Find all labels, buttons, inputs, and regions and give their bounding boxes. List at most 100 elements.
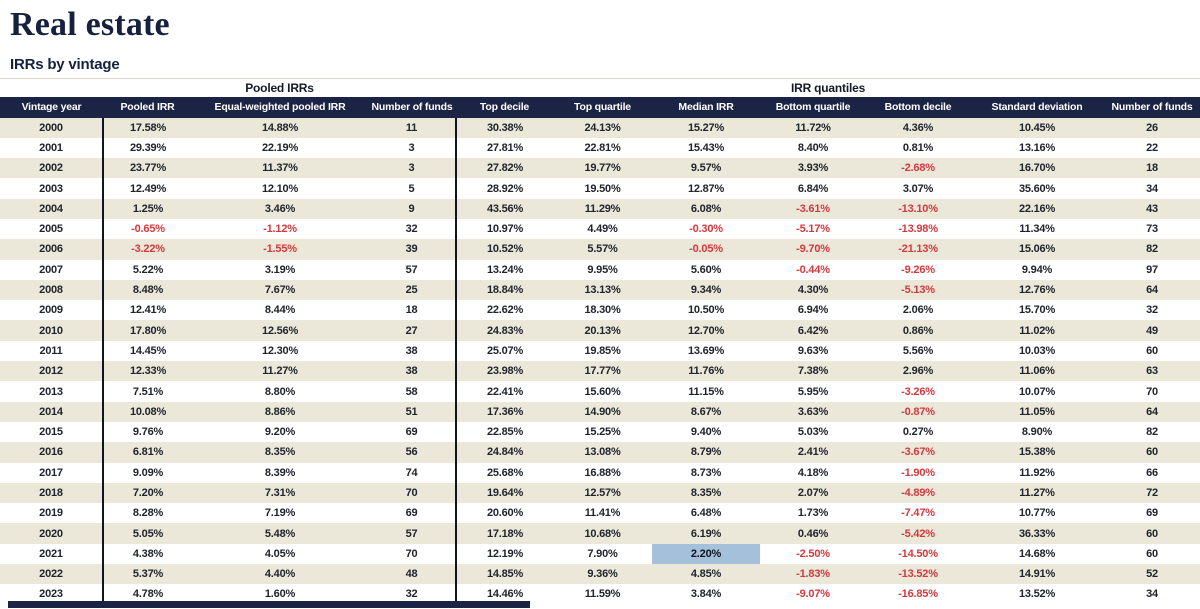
value-cell[interactable]: 60 bbox=[1104, 523, 1200, 544]
value-cell[interactable]: 23.98% bbox=[456, 361, 553, 382]
value-cell[interactable]: -5.13% bbox=[866, 279, 970, 301]
vintage-year-cell[interactable]: 2005 bbox=[0, 218, 104, 240]
value-cell[interactable]: 8.44% bbox=[264, 304, 296, 317]
value-cell[interactable]: 0.27% bbox=[902, 426, 934, 439]
vintage-year-cell[interactable]: 2023 bbox=[0, 584, 104, 605]
vintage-year-cell[interactable]: 2004 bbox=[0, 198, 104, 219]
value-cell[interactable]: 32 bbox=[1146, 304, 1158, 317]
value-cell[interactable]: 24.83% bbox=[456, 320, 553, 341]
value-cell[interactable]: 48 bbox=[368, 564, 457, 585]
value-cell[interactable]: 6.94% bbox=[797, 304, 829, 317]
value-cell[interactable]: 2.06% bbox=[902, 304, 934, 317]
value-cell[interactable]: 5.56% bbox=[902, 344, 934, 357]
value-cell[interactable]: 60 bbox=[1146, 547, 1158, 560]
value-cell[interactable]: 20.13% bbox=[553, 320, 652, 341]
value-cell[interactable]: 15.25% bbox=[584, 426, 621, 439]
value-cell[interactable]: 12.87% bbox=[687, 182, 725, 195]
value-cell[interactable]: -1.90% bbox=[901, 466, 935, 479]
value-cell[interactable]: 72 bbox=[1104, 482, 1200, 504]
vintage-year-cell[interactable]: 2008 bbox=[0, 279, 104, 301]
value-cell[interactable]: 24.84% bbox=[456, 442, 553, 463]
value-cell[interactable]: 11 bbox=[368, 117, 457, 138]
value-cell[interactable]: 22.16% bbox=[970, 198, 1104, 219]
vintage-year-cell[interactable]: 2018 bbox=[0, 482, 104, 504]
value-cell[interactable]: 18.30% bbox=[584, 304, 621, 317]
value-cell[interactable]: 60 bbox=[1146, 344, 1158, 357]
value-cell[interactable]: 5.60% bbox=[690, 263, 722, 276]
value-cell[interactable]: -1.12% bbox=[263, 223, 297, 236]
value-cell[interactable]: 82 bbox=[1146, 426, 1158, 439]
value-cell[interactable]: 9.36% bbox=[553, 564, 652, 585]
vintage-year-cell[interactable]: 2022 bbox=[0, 564, 104, 585]
value-cell[interactable]: 22.62% bbox=[486, 304, 524, 317]
value-cell[interactable]: -1.55% bbox=[192, 239, 368, 260]
value-cell[interactable]: 10.97% bbox=[486, 223, 524, 236]
value-cell[interactable]: 30.38% bbox=[456, 117, 553, 138]
value-cell[interactable]: 13.13% bbox=[553, 279, 652, 301]
value-cell[interactable]: 15.43% bbox=[687, 141, 725, 154]
value-cell[interactable]: 38 bbox=[368, 361, 457, 382]
value-cell[interactable]: 0.46% bbox=[760, 523, 866, 544]
value-cell[interactable]: 12.33% bbox=[103, 361, 192, 382]
vintage-year-cell[interactable]: 2020 bbox=[0, 523, 104, 544]
value-cell[interactable]: 14.85% bbox=[456, 564, 553, 585]
value-cell[interactable]: 12.57% bbox=[553, 482, 652, 504]
value-cell[interactable]: 73 bbox=[1146, 223, 1158, 236]
value-cell[interactable]: 19.85% bbox=[584, 344, 621, 357]
value-cell[interactable]: -0.05% bbox=[652, 239, 760, 260]
value-cell[interactable]: 17.58% bbox=[103, 117, 192, 138]
value-cell[interactable]: 15.70% bbox=[1018, 304, 1056, 317]
value-cell[interactable]: 13.69% bbox=[687, 344, 725, 357]
value-cell[interactable]: 11.05% bbox=[970, 401, 1104, 422]
value-cell[interactable]: 12.49% bbox=[129, 182, 167, 195]
value-cell[interactable]: 6.42% bbox=[760, 320, 866, 341]
value-cell[interactable]: 64 bbox=[1104, 401, 1200, 422]
value-cell[interactable]: 11.15% bbox=[688, 385, 724, 398]
value-cell[interactable]: 0.81% bbox=[902, 141, 934, 154]
value-cell[interactable]: 10.08% bbox=[103, 401, 192, 422]
value-cell[interactable]: 26 bbox=[1104, 117, 1200, 138]
value-cell[interactable]: 15.27% bbox=[652, 117, 760, 138]
value-cell[interactable]: 52 bbox=[1104, 564, 1200, 585]
value-cell[interactable]: 36.33% bbox=[970, 523, 1104, 544]
value-cell[interactable]: 22.81% bbox=[584, 141, 621, 154]
value-cell[interactable]: -13.98% bbox=[898, 223, 938, 236]
value-cell[interactable]: 12.76% bbox=[970, 279, 1104, 301]
value-cell[interactable]: 3 bbox=[368, 137, 457, 159]
value-cell[interactable]: -7.47% bbox=[901, 507, 935, 520]
vintage-year-cell[interactable]: 2016 bbox=[0, 442, 104, 463]
value-cell[interactable]: 3.84% bbox=[690, 588, 722, 601]
value-cell[interactable]: -2.68% bbox=[866, 158, 970, 179]
value-cell[interactable]: 58 bbox=[368, 381, 457, 402]
vintage-year-cell[interactable]: 2017 bbox=[0, 462, 104, 483]
value-cell[interactable]: 9.94% bbox=[1021, 263, 1053, 276]
value-cell[interactable]: 23.77% bbox=[103, 158, 192, 179]
value-cell[interactable]: 14.68% bbox=[1018, 547, 1056, 560]
value-cell[interactable]: 25.68% bbox=[486, 466, 524, 479]
vintage-year-cell[interactable]: 2015 bbox=[0, 421, 104, 443]
vintage-year-cell[interactable]: 2010 bbox=[0, 320, 104, 341]
value-cell[interactable]: 17.80% bbox=[103, 320, 192, 341]
value-cell[interactable]: 11.34% bbox=[1019, 223, 1055, 236]
value-cell[interactable]: 18 bbox=[1104, 158, 1200, 179]
value-cell[interactable]: 43 bbox=[1104, 198, 1200, 219]
value-cell[interactable]: 9.20% bbox=[264, 426, 296, 439]
vintage-year-cell[interactable]: 2006 bbox=[0, 239, 104, 260]
value-cell[interactable]: 4.18% bbox=[797, 466, 829, 479]
value-cell[interactable]: 11.02% bbox=[970, 320, 1104, 341]
value-cell[interactable]: 22.85% bbox=[486, 426, 524, 439]
value-cell[interactable]: 9.76% bbox=[132, 426, 164, 439]
value-cell[interactable]: 6.08% bbox=[652, 198, 760, 219]
value-cell[interactable]: 57 bbox=[368, 259, 457, 280]
value-cell[interactable]: -14.50% bbox=[898, 547, 938, 560]
value-cell[interactable]: 32 bbox=[368, 218, 457, 240]
value-cell[interactable]: -3.22% bbox=[103, 239, 192, 260]
value-cell[interactable]: 17.18% bbox=[456, 523, 553, 544]
value-cell[interactable]: 18 bbox=[368, 300, 457, 321]
value-cell[interactable]: 11.72% bbox=[760, 117, 866, 138]
vintage-year-cell[interactable]: 2003 bbox=[0, 178, 104, 199]
value-cell[interactable]: 66 bbox=[1146, 466, 1158, 479]
vintage-year-cell[interactable]: 2019 bbox=[0, 503, 104, 524]
value-cell[interactable]: 14.91% bbox=[970, 564, 1104, 585]
value-cell[interactable]: 5.37% bbox=[103, 564, 192, 585]
